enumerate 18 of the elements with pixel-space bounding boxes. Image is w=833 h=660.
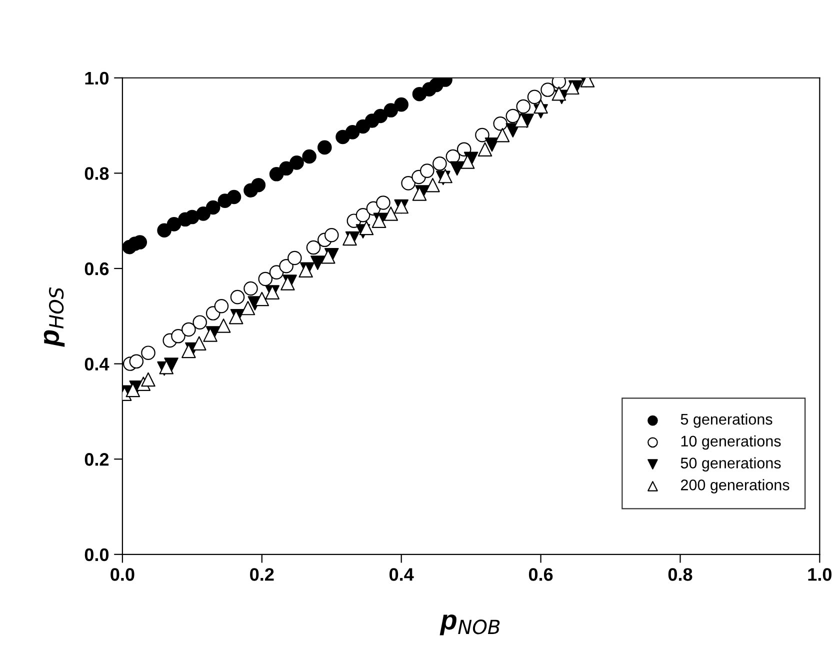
x-tick-label: 0.2	[250, 568, 274, 581]
y-tick-label: 0.4	[84, 358, 110, 371]
x-tick-label: 1.0	[808, 568, 832, 581]
legend-label: 50 generations	[680, 457, 781, 472]
legend-label: 200 generations	[680, 479, 790, 494]
legend-label: 5 generations	[680, 413, 772, 428]
y-tick-label: 1.0	[85, 72, 109, 85]
y-tick-label: 0.8	[84, 167, 109, 180]
x-tick-label: 0.0	[110, 568, 134, 581]
y-tick-label: 0.0	[84, 548, 109, 562]
x-tick-label: 0.8	[668, 568, 692, 581]
x-tick-label: 0.6	[528, 568, 553, 581]
x-axis-title: p$_{NOB}$	[440, 614, 500, 636]
y-tick-label: 0.6	[84, 262, 109, 276]
x-tick-label: 0.4	[390, 568, 414, 581]
legend-label: 10 generations	[681, 435, 781, 450]
y-axis-title: p$_{HOS}$	[44, 287, 65, 347]
y-tick-label: 0.2	[84, 453, 109, 466]
